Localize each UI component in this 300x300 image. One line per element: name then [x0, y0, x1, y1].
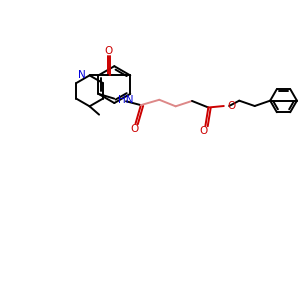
Text: O: O	[104, 46, 112, 56]
Text: HN: HN	[118, 95, 133, 105]
Text: N: N	[78, 70, 86, 80]
Text: O: O	[200, 126, 208, 136]
Text: O: O	[227, 101, 236, 111]
Text: O: O	[130, 124, 138, 134]
